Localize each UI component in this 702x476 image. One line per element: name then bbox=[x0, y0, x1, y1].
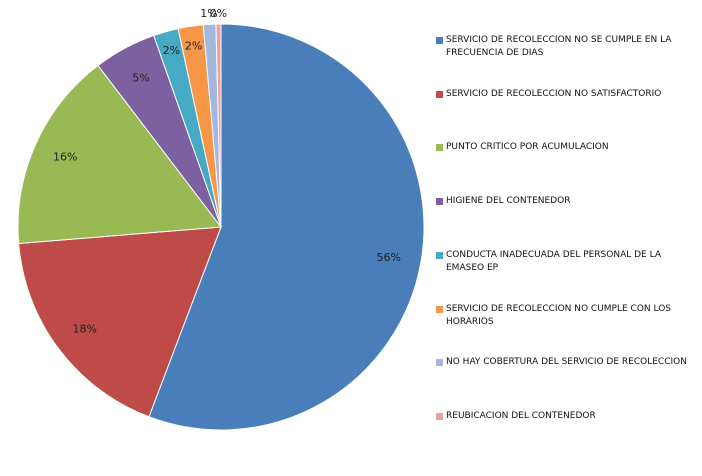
legend-label: SERVICIO DE RECOLECCION NO SATISFACTORIO bbox=[446, 88, 662, 99]
legend-swatch bbox=[436, 251, 443, 259]
pie-slice-1 bbox=[18, 226, 222, 418]
slice-label-3: 5% bbox=[132, 72, 149, 85]
legend-label: SERVICIO DE RECOLECCION NO SE CUMPLE EN … bbox=[446, 35, 672, 58]
slice-label-7: 0% bbox=[210, 7, 227, 20]
slice-label-1: 18% bbox=[72, 322, 96, 335]
legend-label: PUNTO CRITICO POR ACUMULACION bbox=[446, 142, 609, 153]
legend-item: HIGIENE DEL CONTENEDOR bbox=[436, 195, 698, 208]
slice-label-5: 2% bbox=[185, 39, 202, 52]
legend-item: PUNTO CRITICO POR ACUMULACION bbox=[436, 141, 698, 154]
pie-slice-0 bbox=[148, 23, 425, 431]
slice-label-6: 1% bbox=[200, 7, 217, 20]
legend-swatch bbox=[436, 359, 443, 367]
slice-label-0: 56% bbox=[376, 251, 400, 264]
legend-item: SERVICIO DE RECOLECCION NO SE CUMPLE EN … bbox=[436, 34, 698, 60]
legend-label: NO HAY COBERTURA DEL SERVICIO DE RECOLEC… bbox=[446, 357, 687, 368]
legend-swatch bbox=[436, 412, 443, 420]
legend-swatch bbox=[436, 144, 443, 152]
legend-item: NO HAY COBERTURA DEL SERVICIO DE RECOLEC… bbox=[436, 356, 698, 369]
legend-item: CONDUCTA INADECUADA DEL PERSONAL DE LA E… bbox=[436, 249, 698, 275]
pie-slice-7 bbox=[215, 23, 222, 228]
pie-slice-2 bbox=[17, 64, 222, 245]
slice-label-2: 16% bbox=[53, 151, 77, 164]
legend-swatch bbox=[436, 90, 443, 98]
legend-swatch bbox=[436, 37, 443, 44]
slice-label-4: 2% bbox=[163, 44, 180, 57]
legend-label: REUBICACION DEL CONTENEDOR bbox=[446, 410, 596, 421]
legend-item: SERVICIO DE RECOLECCION NO SATISFACTORIO bbox=[436, 88, 698, 101]
legend-item: SERVICIO DE RECOLECCION NO CUMPLE CON LO… bbox=[436, 303, 698, 329]
legend-label: HIGIENE DEL CONTENEDOR bbox=[446, 196, 571, 207]
legend-item: REUBICACION DEL CONTENEDOR bbox=[436, 410, 698, 423]
legend-swatch bbox=[436, 198, 443, 206]
legend-swatch bbox=[436, 305, 443, 313]
legend-label: CONDUCTA INADECUADA DEL PERSONAL DE LA E… bbox=[446, 249, 661, 273]
legend-label: SERVICIO DE RECOLECCION NO CUMPLE CON LO… bbox=[446, 303, 671, 327]
